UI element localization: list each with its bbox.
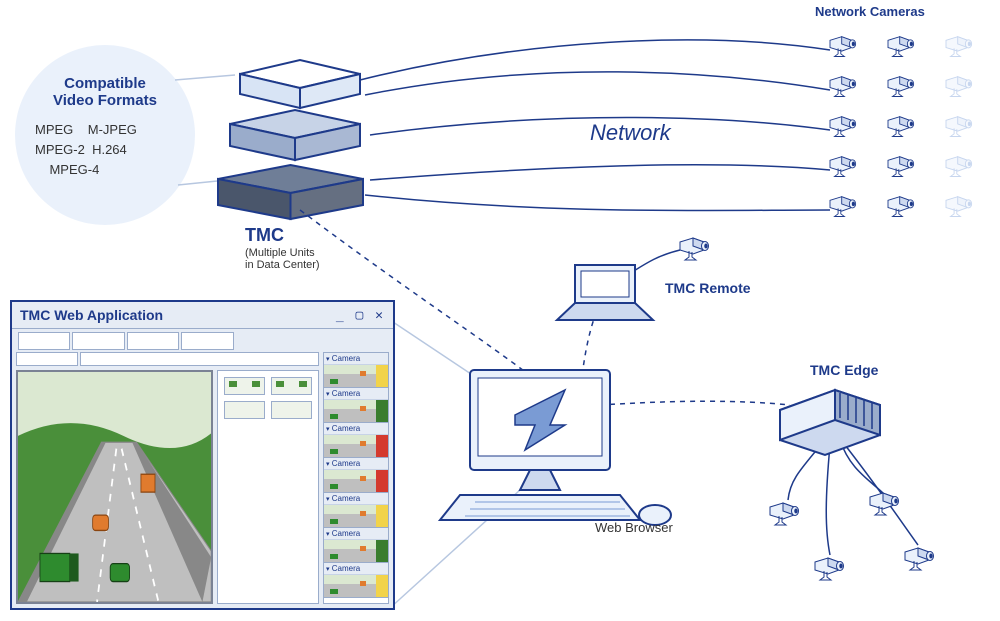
network-camera-icon — [946, 197, 972, 217]
network-camera-icon — [888, 77, 914, 97]
tmc-remote-laptop — [557, 265, 653, 320]
network-camera-icon — [830, 197, 856, 217]
toolbar-tab[interactable] — [127, 332, 179, 350]
network-camera-icon — [830, 117, 856, 137]
network-camera-icon — [946, 77, 972, 97]
camera-list-item[interactable]: ▾ Camera — [324, 563, 388, 598]
network-camera-icon — [946, 37, 972, 57]
network-camera-icon — [830, 37, 856, 57]
network-camera-icon — [888, 117, 914, 137]
toolbar-tab[interactable] — [181, 332, 233, 350]
camera-list-item[interactable]: ▾ Camera — [324, 493, 388, 528]
camera-list-panel: ▾ Camera▾ Camera▾ Camera▾ Camera▾ Camera… — [323, 352, 389, 604]
camera-list-item[interactable]: ▾ Camera — [324, 388, 388, 423]
camera-list-item[interactable]: ▾ Camera — [324, 423, 388, 458]
tmc-edge-device — [780, 390, 880, 455]
tmc-label: TMC — [245, 225, 284, 246]
webapp-title: TMC Web Application — [20, 307, 163, 323]
tmc-sublabel: (Multiple Unitsin Data Center) — [245, 247, 320, 271]
tmc-edge-label: TMC Edge — [810, 362, 878, 378]
edge-camera-icon — [905, 548, 934, 570]
network-camera-icon — [830, 157, 856, 177]
network-camera-icon — [888, 197, 914, 217]
camera-list-item[interactable]: ▾ Camera — [324, 458, 388, 493]
network-camera-icon — [830, 77, 856, 97]
toolbar-tab[interactable] — [18, 332, 70, 350]
network-camera-grid — [830, 37, 972, 217]
camera-list-item[interactable]: ▾ Camera — [324, 353, 388, 388]
camera-list-item[interactable]: ▾ Camera — [324, 528, 388, 563]
window-controls[interactable]: _ ▢ ✕ — [336, 308, 385, 323]
tmc-web-app-window: TMC Web Application _ ▢ ✕ — [10, 300, 395, 610]
video-formats-list: MPEG M-JPEG MPEG-2 H.264 MPEG-4 — [35, 120, 185, 180]
network-camera-icon — [946, 117, 972, 137]
edge-camera-icon — [815, 558, 844, 580]
web-browser-label: Web Browser — [595, 520, 673, 535]
overview-panel — [217, 370, 319, 604]
main-video-feed — [16, 370, 213, 604]
edge-camera-icon — [770, 503, 799, 525]
network-camera-icon — [946, 157, 972, 177]
network-cameras-label: Network Cameras — [815, 4, 925, 19]
dropdown[interactable] — [16, 352, 78, 366]
toolbar-tab[interactable] — [72, 332, 124, 350]
network-camera-icon — [888, 157, 914, 177]
web-browser-monitor — [440, 370, 671, 525]
network-links — [360, 40, 918, 555]
tmc-server-stack — [218, 60, 363, 219]
video-formats-title: Compatible Video Formats — [50, 75, 160, 109]
network-camera-icon — [888, 37, 914, 57]
tmc-remote-label: TMC Remote — [665, 280, 751, 296]
network-label: Network — [590, 120, 671, 146]
address-bar[interactable] — [80, 352, 319, 366]
remote-camera-icon — [680, 238, 709, 260]
